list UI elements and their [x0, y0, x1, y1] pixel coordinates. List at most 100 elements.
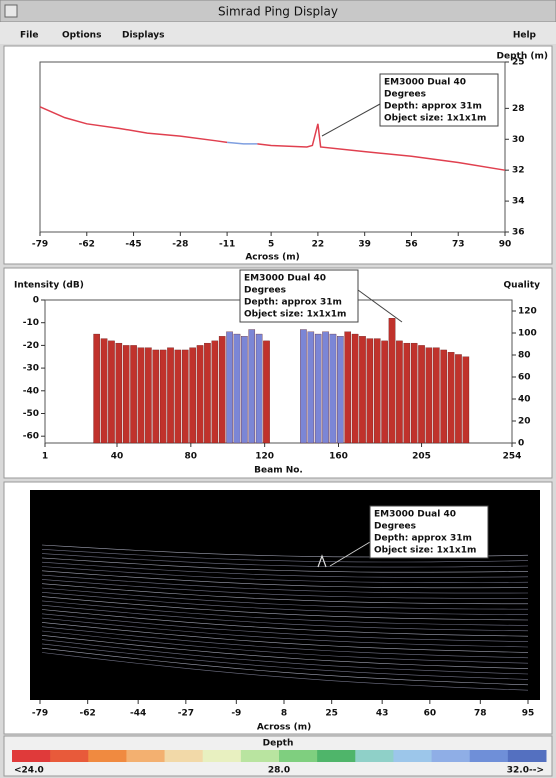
annotation-text: Depth: approx 31m: [374, 534, 472, 544]
x-tick-label: -11: [219, 240, 235, 250]
intensity-bar: [396, 341, 402, 443]
colorbar-title: Depth: [263, 739, 294, 749]
intensity-bar: [367, 339, 373, 443]
menu-item[interactable]: Displays: [122, 31, 164, 41]
annotation-text: Object size: 1x1x1m: [244, 310, 346, 320]
colorbar-label: 28.0: [268, 766, 290, 776]
y-axis-label: Depth (m): [497, 52, 548, 62]
intensity-bar: [426, 348, 432, 443]
x-tick-label: -27: [178, 709, 194, 719]
intensity-bar: [322, 332, 328, 443]
colorbar-label: 32.0-->: [507, 766, 544, 776]
annotation-text: EM3000 Dual 40: [374, 510, 456, 520]
x-tick-label: 1: [42, 452, 48, 462]
colorbar-swatch: [279, 750, 318, 762]
x-tick-label: 56: [405, 240, 418, 250]
y-tick-label: 0: [33, 296, 39, 306]
intensity-bar: [108, 341, 114, 443]
y-tick-label: -60: [23, 432, 39, 442]
x-tick-label: 254: [503, 452, 522, 462]
intensity-bar: [226, 332, 232, 443]
y-tick-label: 28: [512, 104, 525, 114]
x-tick-label: -28: [172, 240, 188, 250]
y2-tick-label: 0: [518, 439, 524, 449]
colorbar-label: <24.0: [14, 766, 44, 776]
y2-tick-label: 80: [518, 351, 531, 361]
colorbar-swatch: [317, 750, 356, 762]
x-axis-label: Beam No.: [254, 466, 303, 476]
intensity-bar: [315, 334, 321, 443]
annotation-text: Object size: 1x1x1m: [384, 114, 486, 124]
intensity-bar: [234, 334, 240, 443]
x-tick-label: 25: [325, 709, 338, 719]
intensity-bar: [197, 345, 203, 443]
annotation-text: Degrees: [374, 522, 416, 532]
colorbar-swatch: [203, 750, 242, 762]
x-tick-label: -9: [231, 709, 241, 719]
x-tick-label: -62: [79, 240, 95, 250]
y2-axis-label: Quality: [504, 281, 541, 291]
y2-tick-label: 40: [518, 395, 531, 405]
intensity-bar: [94, 334, 100, 443]
x-tick-label: 43: [376, 709, 389, 719]
intensity-bar: [123, 345, 129, 443]
annotation-text: Depth: approx 31m: [244, 298, 342, 308]
intensity-bar: [463, 357, 469, 443]
intensity-bar: [182, 350, 188, 443]
window-menu-button[interactable]: [5, 5, 17, 17]
colorbar-swatch: [393, 750, 432, 762]
x-tick-label: 160: [329, 452, 348, 462]
menu-item[interactable]: Options: [62, 31, 101, 41]
intensity-bar: [359, 336, 365, 443]
intensity-bar: [138, 348, 144, 443]
annotation-text: Object size: 1x1x1m: [374, 546, 476, 556]
annotation-text: Degrees: [384, 90, 426, 100]
intensity-bar: [153, 350, 159, 443]
intensity-bar: [167, 348, 173, 443]
y-tick-label: -40: [23, 386, 39, 396]
y-tick-label: 34: [512, 197, 525, 207]
colorbar-swatch: [508, 750, 547, 762]
intensity-bar: [160, 350, 166, 443]
colorbar-swatch: [88, 750, 127, 762]
intensity-bar: [345, 332, 351, 443]
colorbar-swatch: [241, 750, 280, 762]
intensity-bar: [175, 350, 181, 443]
x-tick-label: 40: [111, 452, 124, 462]
menu-item[interactable]: File: [20, 31, 38, 41]
colorbar-swatch: [126, 750, 165, 762]
y-axis-label: Intensity (dB): [14, 281, 84, 291]
y2-tick-label: 100: [518, 329, 537, 339]
x-tick-label: 90: [499, 240, 512, 250]
intensity-bar: [145, 348, 151, 443]
intensity-bar: [441, 350, 447, 443]
intensity-bar: [448, 352, 454, 443]
intensity-bar: [300, 330, 306, 443]
y-tick-label: -30: [23, 364, 39, 374]
x-axis-label: Across (m): [257, 723, 311, 733]
x-tick-label: 95: [522, 709, 535, 719]
y-tick-label: -10: [23, 318, 39, 328]
intensity-bar: [330, 334, 336, 443]
x-tick-label: -62: [80, 709, 96, 719]
intensity-bar: [204, 343, 210, 443]
colorbar-swatch: [470, 750, 509, 762]
y2-tick-label: 60: [518, 373, 531, 383]
annotation-text: EM3000 Dual 40: [244, 274, 326, 284]
intensity-bar: [374, 339, 380, 443]
x-tick-label: 60: [424, 709, 437, 719]
colorbar-swatch: [432, 750, 471, 762]
y-tick-label: 32: [512, 166, 525, 176]
x-tick-label: 22: [312, 240, 325, 250]
colorbar-swatch: [165, 750, 204, 762]
intensity-bar: [212, 341, 218, 443]
window-title: Simrad Ping Display: [218, 5, 338, 19]
intensity-bar: [130, 345, 136, 443]
x-tick-label: 73: [452, 240, 465, 250]
colorbar-swatch: [12, 750, 51, 762]
annotation-text: Degrees: [244, 286, 286, 296]
menu-item[interactable]: Help: [513, 31, 537, 41]
x-tick-label: 205: [412, 452, 431, 462]
intensity-bar: [337, 336, 343, 443]
intensity-bar: [389, 318, 395, 443]
